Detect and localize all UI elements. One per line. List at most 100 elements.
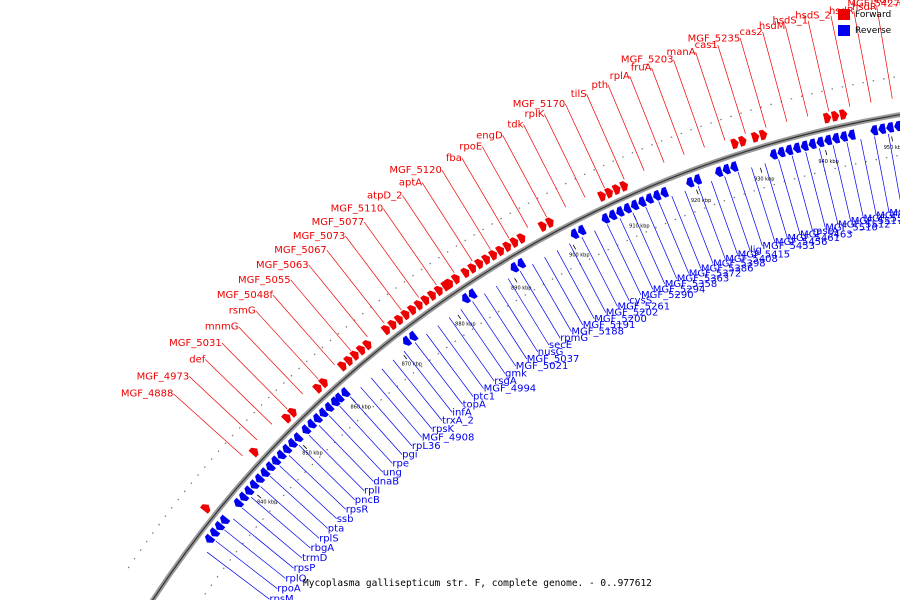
- forward-gene-arrow[interactable]: [312, 383, 322, 394]
- forward-gene-arrow[interactable]: [281, 413, 291, 424]
- forward-gene-label[interactable]: def: [189, 355, 206, 366]
- reverse-gene-arrow[interactable]: [769, 148, 779, 160]
- reverse-gene-label[interactable]: trmD: [302, 553, 328, 564]
- forward-gene-arrow[interactable]: [387, 319, 397, 331]
- reverse-gene-arrow[interactable]: [686, 176, 695, 188]
- forward-gene-label[interactable]: engD: [476, 130, 503, 141]
- reverse-gene-arrow[interactable]: [785, 144, 794, 156]
- forward-gene-arrow[interactable]: [822, 112, 832, 124]
- reverse-gene-arrow[interactable]: [402, 335, 413, 346]
- reverse-gene-arrow[interactable]: [623, 202, 633, 214]
- forward-gene-arrow[interactable]: [450, 274, 460, 285]
- forward-gene-label[interactable]: rpoE: [459, 142, 482, 153]
- forward-gene-label[interactable]: cas1: [695, 40, 718, 51]
- forward-gene-label[interactable]: manA: [667, 47, 696, 58]
- forward-gene-label[interactable]: MGF_5203: [621, 55, 674, 66]
- reverse-gene-label[interactable]: pta: [328, 524, 344, 535]
- forward-gene-arrow[interactable]: [443, 278, 453, 290]
- reverse-gene-arrow[interactable]: [325, 401, 335, 412]
- reverse-gene-arrow[interactable]: [271, 455, 282, 466]
- forward-gene-arrow[interactable]: [839, 109, 848, 120]
- forward-gene-label[interactable]: MGF_5235: [688, 33, 741, 44]
- forward-gene-arrow[interactable]: [537, 221, 547, 232]
- forward-gene-arrow[interactable]: [495, 245, 504, 257]
- reverse-gene-arrow[interactable]: [616, 206, 625, 217]
- reverse-gene-label[interactable]: rpe: [392, 458, 409, 469]
- forward-gene-arrow[interactable]: [413, 300, 423, 311]
- reverse-gene-label[interactable]: topA: [463, 399, 486, 410]
- reverse-gene-label[interactable]: cysS: [629, 296, 652, 307]
- reverse-gene-label[interactable]: rpL36: [412, 441, 441, 452]
- reverse-gene-label[interactable]: MGF_5408: [725, 254, 778, 265]
- reverse-gene-arrow[interactable]: [730, 161, 739, 172]
- forward-gene-label[interactable]: MGF_5170: [513, 99, 566, 110]
- forward-gene-arrow[interactable]: [604, 187, 613, 199]
- reverse-gene-arrow[interactable]: [260, 467, 271, 477]
- reverse-gene-label[interactable]: MGF_4908: [422, 432, 475, 443]
- reverse-gene-label[interactable]: ptc1: [473, 392, 495, 403]
- forward-gene-label[interactable]: MGF_5120: [389, 165, 442, 176]
- reverse-gene-label[interactable]: MGF_5372: [689, 268, 742, 279]
- forward-gene-arrow[interactable]: [349, 350, 359, 361]
- reverse-gene-label[interactable]: ssb: [337, 514, 354, 525]
- reverse-gene-label[interactable]: MGF_5461: [787, 233, 840, 244]
- forward-gene-arrow[interactable]: [362, 340, 372, 351]
- reverse-gene-label[interactable]: rplI: [364, 486, 380, 497]
- reverse-gene-label[interactable]: rpmG: [560, 333, 588, 344]
- forward-gene-label[interactable]: hsdS_2: [795, 11, 831, 22]
- reverse-gene-label[interactable]: MGF_5521: [864, 213, 900, 224]
- forward-gene-arrow[interactable]: [355, 345, 366, 356]
- forward-gene-label[interactable]: atpD_2: [367, 190, 402, 201]
- reverse-gene-label[interactable]: nusG: [538, 347, 564, 358]
- reverse-gene-arrow[interactable]: [255, 473, 266, 483]
- reverse-gene-label[interactable]: MGF_5202: [606, 308, 659, 319]
- reverse-gene-arrow[interactable]: [239, 491, 250, 502]
- forward-gene-arrow[interactable]: [544, 217, 554, 229]
- forward-gene-arrow[interactable]: [758, 129, 768, 141]
- forward-gene-arrow[interactable]: [619, 181, 628, 192]
- reverse-gene-label[interactable]: MGF_5463: [800, 229, 853, 240]
- reverse-gene-arrow[interactable]: [715, 166, 724, 177]
- reverse-gene-arrow[interactable]: [601, 212, 611, 224]
- reverse-gene-label[interactable]: rsgA: [494, 376, 517, 387]
- forward-gene-arrow[interactable]: [516, 233, 526, 244]
- reverse-gene-arrow[interactable]: [777, 146, 786, 158]
- reverse-gene-arrow[interactable]: [462, 292, 472, 304]
- reverse-gene-label[interactable]: MGF_5290: [641, 290, 694, 301]
- forward-gene-label[interactable]: fruA: [631, 63, 652, 74]
- forward-gene-arrow[interactable]: [248, 447, 259, 458]
- forward-gene-arrow[interactable]: [730, 138, 739, 150]
- reverse-gene-label[interactable]: MGF_5188: [571, 327, 624, 338]
- forward-gene-arrow[interactable]: [400, 309, 410, 321]
- reverse-gene-arrow[interactable]: [301, 424, 312, 435]
- reverse-gene-label[interactable]: MGF_5358: [665, 279, 718, 290]
- forward-gene-label[interactable]: MGF_5427: [847, 0, 900, 9]
- forward-gene-label[interactable]: MGF_5077: [312, 217, 365, 228]
- reverse-gene-arrow[interactable]: [886, 122, 895, 133]
- reverse-gene-arrow[interactable]: [249, 479, 260, 489]
- reverse-gene-label[interactable]: msrA: [813, 226, 839, 237]
- forward-gene-arrow[interactable]: [750, 132, 760, 143]
- forward-gene-arrow[interactable]: [502, 241, 511, 253]
- reverse-gene-arrow[interactable]: [832, 132, 841, 144]
- reverse-gene-arrow[interactable]: [288, 437, 299, 448]
- forward-gene-arrow[interactable]: [420, 295, 430, 306]
- reverse-gene-label[interactable]: MGF_5529: [889, 208, 900, 219]
- reverse-gene-arrow[interactable]: [839, 131, 849, 142]
- reverse-gene-arrow[interactable]: [693, 173, 703, 185]
- reverse-gene-label[interactable]: MGF_5453: [762, 241, 815, 252]
- reverse-gene-arrow[interactable]: [824, 134, 833, 146]
- reverse-gene-label[interactable]: MGF_5191: [583, 320, 636, 331]
- reverse-gene-arrow[interactable]: [510, 261, 520, 273]
- reverse-gene-label[interactable]: gmk: [505, 369, 527, 380]
- reverse-gene-label[interactable]: MGF_5386: [701, 264, 754, 275]
- forward-gene-arrow[interactable]: [488, 250, 497, 261]
- forward-gene-label[interactable]: hsdS_1: [772, 16, 808, 27]
- forward-gene-label[interactable]: MGF_5073: [293, 231, 346, 242]
- reverse-gene-arrow[interactable]: [630, 199, 640, 211]
- reverse-gene-label[interactable]: rplQ: [285, 573, 306, 584]
- forward-gene-label[interactable]: mnmG: [205, 322, 239, 333]
- reverse-gene-arrow[interactable]: [293, 432, 304, 442]
- reverse-gene-label[interactable]: MGF_5456: [775, 237, 828, 248]
- reverse-gene-arrow[interactable]: [517, 257, 527, 269]
